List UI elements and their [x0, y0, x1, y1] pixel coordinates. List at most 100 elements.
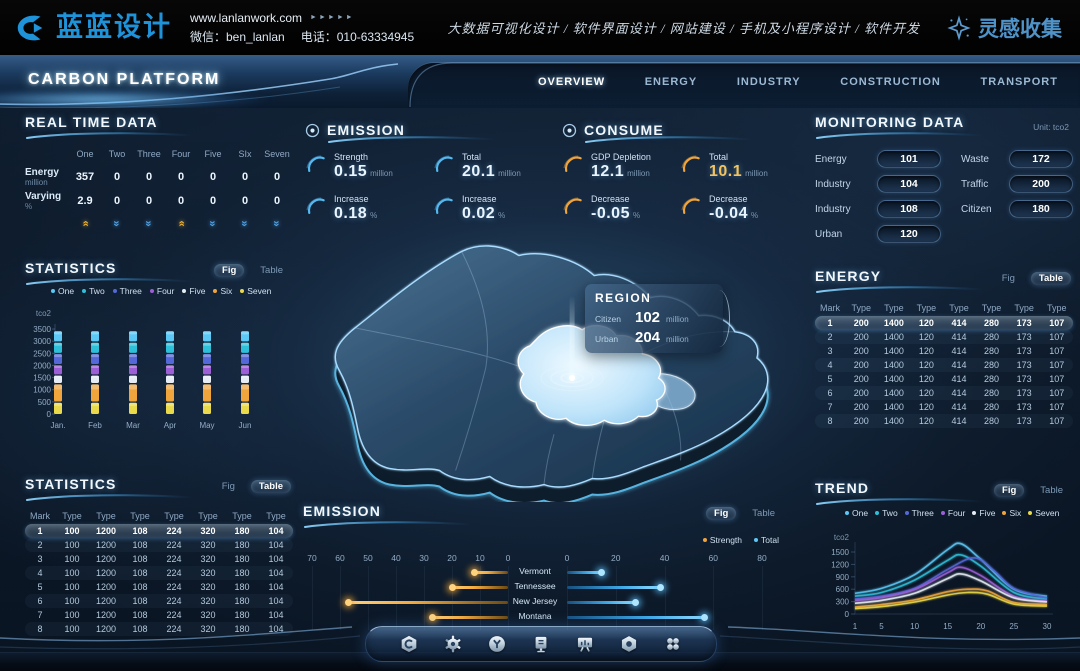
table-row[interactable]: 3 200 1400 120 414 280 173 107: [815, 344, 1073, 358]
legend-item[interactable]: Seven: [240, 286, 271, 296]
table-cell: 100: [64, 582, 80, 592]
stat-value: 20.1: [462, 163, 496, 180]
total-bar[interactable]: [567, 571, 602, 574]
table-toggle[interactable]: Table: [752, 508, 775, 519]
strength-bar[interactable]: [452, 586, 508, 589]
table-row[interactable]: 1 100 1200 108 224 320 180 104: [25, 524, 293, 538]
trend-down-icon: «: [270, 220, 283, 227]
legend-item[interactable]: Two: [875, 508, 898, 518]
kiosk-icon[interactable]: [530, 633, 552, 655]
legend-item[interactable]: Strength: [702, 535, 742, 545]
legend-item[interactable]: Five: [972, 508, 995, 518]
brand-url[interactable]: www.lanlanwork.com: [190, 10, 303, 25]
title-underline-decor: [816, 286, 984, 293]
legend-item[interactable]: Six: [213, 286, 232, 296]
total-dot: [656, 584, 664, 591]
legend-item[interactable]: Six: [1002, 508, 1021, 518]
table-row[interactable]: 6 100 1200 108 224 320 180 104: [25, 594, 293, 608]
table-cell: 120: [918, 388, 934, 398]
nut-icon[interactable]: [618, 633, 640, 655]
nav-tab-overview[interactable]: OVERVIEW: [538, 75, 606, 88]
legend-item[interactable]: One: [51, 286, 74, 296]
table-row[interactable]: 8 200 1400 120 414 280 173 107: [815, 414, 1073, 428]
table-toggle[interactable]: Table: [260, 265, 283, 276]
brand-logo[interactable]: 蓝蓝设计: [14, 11, 172, 45]
fig-toggle[interactable]: Fig: [221, 481, 235, 492]
total-bar[interactable]: [567, 586, 660, 589]
table-cell: 320: [200, 540, 216, 550]
strength-bar[interactable]: [348, 601, 508, 604]
cell-value: 0: [177, 195, 185, 207]
gridline-decor: [312, 566, 313, 630]
monitor-label: Waste: [961, 153, 989, 165]
value-pill: 108: [877, 200, 941, 218]
table-row[interactable]: 2 200 1400 120 414 280 173 107: [815, 330, 1073, 344]
map-illustration[interactable]: [313, 226, 785, 502]
legend-item[interactable]: Three: [112, 286, 142, 296]
table-row[interactable]: 5 100 1200 108 224 320 180 104: [25, 580, 293, 594]
y-badge-icon[interactable]: [486, 633, 508, 655]
table-row[interactable]: 6 200 1400 120 414 280 173 107: [815, 386, 1073, 400]
tooltip-unit: million: [666, 335, 689, 344]
table-row[interactable]: 4 200 1400 120 414 280 173 107: [815, 358, 1073, 372]
legend-item[interactable]: Four: [940, 508, 965, 518]
stat-item: Total 20.1 million: [433, 152, 557, 181]
legend-item[interactable]: Seven: [1028, 508, 1059, 518]
total-bar[interactable]: [567, 601, 636, 604]
nav-tab-industry[interactable]: INDUSTRY: [736, 75, 801, 88]
legend-item[interactable]: One: [845, 508, 868, 518]
table-cell: 1200: [95, 540, 117, 550]
nav-tab-energy[interactable]: ENERGY: [644, 75, 698, 88]
table-row[interactable]: 4 100 1200 108 224 320 180 104: [25, 566, 293, 580]
legend-item[interactable]: Two: [82, 286, 105, 296]
home-icon[interactable]: [398, 633, 420, 655]
gridline-decor: [340, 566, 341, 630]
legend-item[interactable]: Five: [182, 286, 205, 296]
column-header: Seven: [264, 149, 290, 159]
strength-bar[interactable]: [432, 616, 508, 619]
legend-item[interactable]: Four: [149, 286, 174, 296]
table-toggle[interactable]: Table: [250, 480, 291, 493]
table-cell: 280: [984, 332, 1000, 342]
table-row[interactable]: 7 100 1200 108 224 320 180 104: [25, 608, 293, 622]
table-row[interactable]: 3 100 1200 108 224 320 180 104: [25, 552, 293, 566]
table-row[interactable]: 5 200 1400 120 414 280 173 107: [815, 372, 1073, 386]
stat-unit: %: [632, 211, 641, 220]
nav-tab-transport[interactable]: TRANSPORT: [980, 75, 1058, 88]
table-toggle[interactable]: Table: [1040, 485, 1063, 496]
apps-icon[interactable]: [662, 633, 684, 655]
nav-tab-construction[interactable]: CONSTRUCTION: [840, 75, 941, 88]
gear-icon[interactable]: [442, 633, 464, 655]
table-row[interactable]: 7 200 1400 120 414 280 173 107: [815, 400, 1073, 414]
title-glow-decor: [0, 85, 350, 108]
strength-dot: [449, 584, 456, 591]
total-bar[interactable]: [567, 616, 704, 619]
table-row[interactable]: 8 100 1200 108 224 320 180 104: [25, 622, 293, 636]
section-header: EMISSION: [305, 118, 557, 143]
chart-board-icon[interactable]: [574, 633, 596, 655]
table-cell: 1200: [95, 526, 117, 536]
legend-dot-icon: [51, 289, 55, 293]
region-map[interactable]: REGION Citizen 102 million Urban 204 million: [313, 226, 785, 502]
fig-toggle[interactable]: Fig: [1001, 273, 1015, 284]
table-cell: 280: [984, 318, 1000, 328]
table-toggle[interactable]: Table: [1030, 272, 1071, 285]
collect-badge[interactable]: 灵感收集: [946, 13, 1062, 43]
stat-value: 12.1: [591, 163, 625, 180]
table-cell: 173: [1016, 402, 1032, 412]
strength-bar[interactable]: [474, 571, 508, 574]
svg-text:25: 25: [1009, 622, 1018, 631]
fig-toggle[interactable]: Fig: [706, 507, 737, 520]
legend-item[interactable]: Three: [904, 508, 934, 518]
stat-item: Increase 0.18%: [305, 194, 433, 223]
legend-label: Three: [119, 286, 142, 296]
table-row[interactable]: 2 100 1200 108 224 320 180 104: [25, 538, 293, 552]
table-cell: 1400: [883, 360, 904, 370]
fig-toggle[interactable]: Fig: [994, 484, 1025, 497]
location-beacon-icon: [540, 295, 604, 392]
legend-label: Six: [220, 286, 233, 296]
fig-toggle[interactable]: Fig: [214, 264, 245, 277]
panel-header: TREND: [815, 480, 1073, 505]
table-row[interactable]: 1 200 1400 120 414 280 173 107: [815, 316, 1073, 330]
legend-item[interactable]: Total: [754, 535, 779, 545]
